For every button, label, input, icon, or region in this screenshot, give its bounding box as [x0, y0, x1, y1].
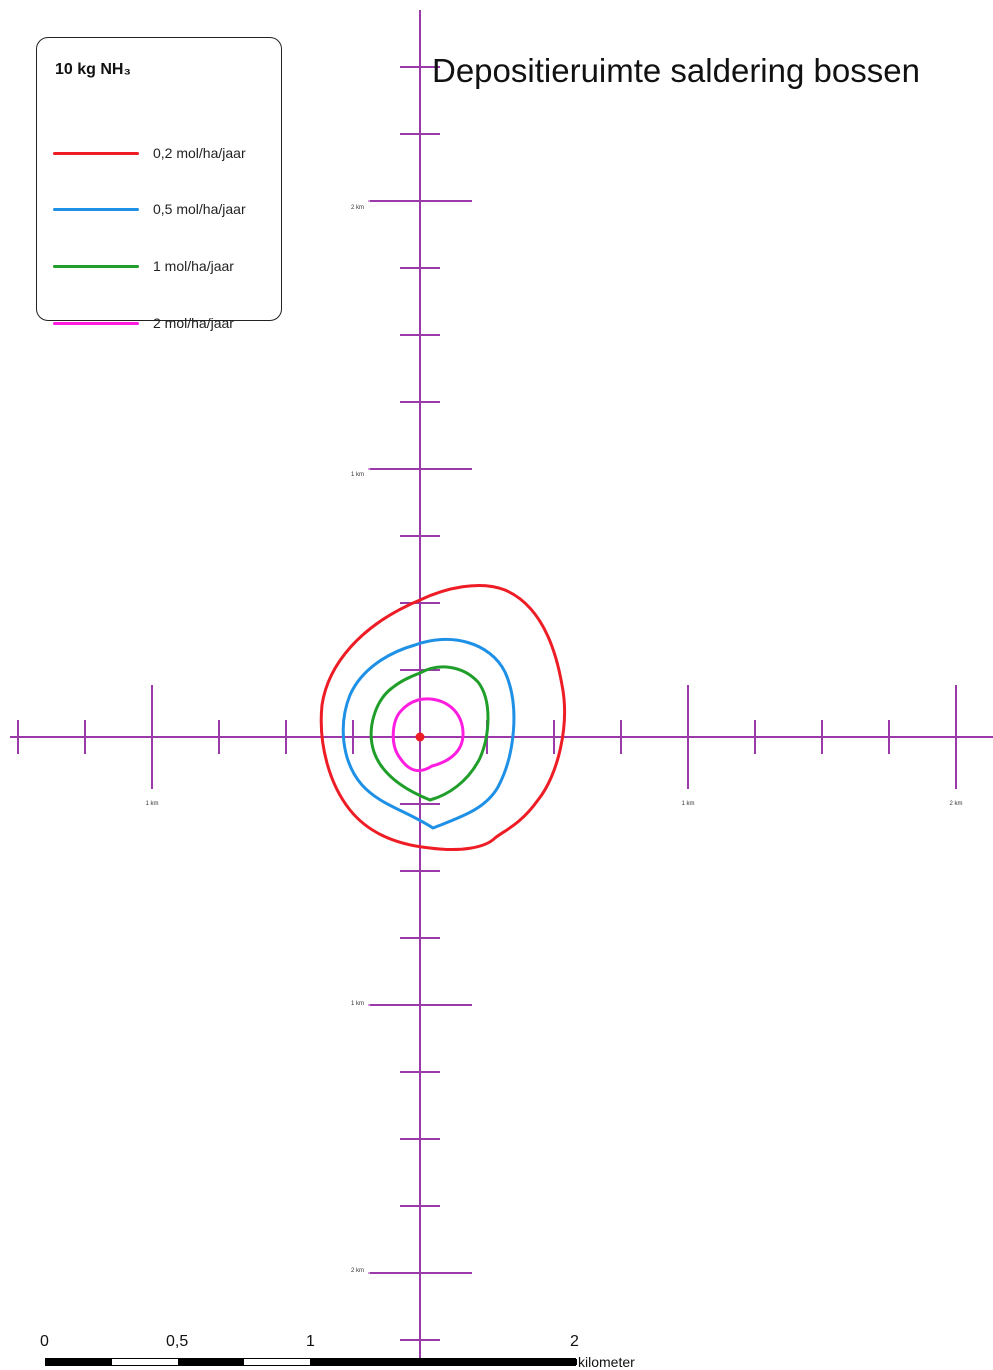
source-marker — [415, 732, 425, 742]
contour-0-2-mol — [319, 583, 566, 852]
tick-label-north-1km: 1 km — [351, 472, 364, 478]
scale-label-2: 2 — [570, 1333, 579, 1350]
tick-label-west-1km: 1 km — [145, 801, 158, 807]
legend-title: 10 kg NH₃ — [55, 61, 131, 78]
legend-swatch-red — [53, 152, 139, 155]
scale-segment — [178, 1359, 244, 1365]
legend-swatch-magenta — [53, 322, 139, 325]
tick-label-south-2km: 2 km — [351, 1268, 364, 1274]
tick-label-south-1km: 1 km — [351, 1001, 364, 1007]
scale-segment — [310, 1359, 577, 1365]
scale-label-1: 1 — [306, 1333, 315, 1350]
scale-label-0: 0 — [40, 1333, 49, 1350]
legend-item-2: 2 mol/ha/jaar — [53, 314, 273, 334]
scale-segment — [244, 1359, 310, 1365]
crosshair-axes: 2 km 1 km 1 km 2 km 1 km 1 km 2 km — [10, 10, 993, 1366]
legend-label: 0,5 mol/ha/jaar — [153, 201, 246, 217]
legend-item-1: 1 mol/ha/jaar — [53, 257, 273, 277]
legend-label: 1 mol/ha/jaar — [153, 258, 234, 274]
legend-box: 10 kg NH₃ 0,2 mol/ha/jaar 0,5 mol/ha/jaa… — [36, 37, 282, 331]
scale-label-0-5: 0,5 — [166, 1333, 189, 1350]
scale-bar — [45, 1358, 577, 1366]
contour-1-mol — [369, 665, 490, 802]
deposition-contours — [319, 583, 566, 852]
legend-swatch-green — [53, 265, 139, 268]
legend-label: 0,2 mol/ha/jaar — [153, 145, 246, 161]
tick-label-east-1km: 1 km — [681, 801, 694, 807]
legend-item-0-5: 0,5 mol/ha/jaar — [53, 200, 273, 220]
legend-swatch-blue — [53, 208, 139, 211]
scale-segment — [112, 1359, 178, 1365]
contour-0-5-mol — [341, 637, 516, 830]
scale-segment — [46, 1359, 112, 1365]
tick-label-north-2km: 2 km — [351, 205, 364, 211]
legend-label: 2 mol/ha/jaar — [153, 315, 234, 331]
contour-2-mol — [391, 697, 465, 773]
scale-unit: kilometer — [578, 1354, 635, 1370]
legend-item-0-2: 0,2 mol/ha/jaar — [53, 144, 273, 164]
map-title: Depositieruimte saldering bossen — [432, 52, 920, 89]
tick-label-east-2km: 2 km — [949, 801, 962, 807]
